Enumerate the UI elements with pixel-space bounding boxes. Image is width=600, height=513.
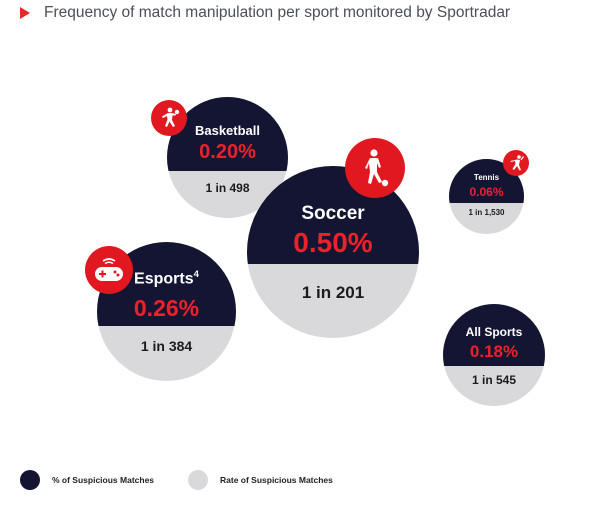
pct-value-soccer: 0.50% [293, 227, 373, 258]
pct-value-all-sports: 0.18% [469, 342, 519, 361]
tennis-player-icon [503, 150, 529, 176]
legend-label-rate: Rate of Suspicious Matches [220, 475, 333, 485]
sport-label-all-sports: All Sports [465, 325, 523, 339]
bubble-basketball-pct-area [167, 97, 288, 171]
rate-value-all-sports: 1 in 545 [471, 373, 517, 387]
legend-item-rate: Rate of Suspicious Matches [188, 470, 333, 490]
rate-value-soccer: 1 in 201 [301, 283, 365, 302]
legend-swatch-pct [20, 470, 40, 490]
rate-value-basketball: 1 in 498 [205, 181, 250, 195]
rate-value-esports: 1 in 384 [140, 338, 193, 354]
bubble-basketball: Basketball 0.20% 1 in 498 [167, 97, 288, 218]
legend-swatch-rate [188, 470, 208, 490]
basketball-player-icon [151, 100, 187, 136]
gamepad-icon [85, 246, 133, 294]
bubble-all-sports: All Sports 0.18% 1 in 545 [443, 304, 545, 406]
sport-label-esports: Esports4 [134, 269, 199, 288]
pct-value-esports: 0.26% [133, 295, 200, 321]
sport-label-basketball: Basketball [194, 123, 261, 138]
pct-value-basketball: 0.20% [199, 141, 256, 163]
legend-label-pct: % of Suspicious Matches [52, 475, 155, 485]
legend-item-pct: % of Suspicious Matches [20, 470, 154, 490]
rate-value-tennis: 1 in 1,530 [468, 208, 505, 217]
chart-header: Frequency of match manipulation per spor… [20, 4, 510, 22]
soccer-player-icon [345, 138, 405, 198]
play-marker-icon [20, 7, 30, 19]
chart-title: Frequency of match manipulation per spor… [44, 4, 511, 21]
sport-label-tennis: Tennis [473, 173, 500, 182]
bubble-tennis: Tennis 0.06% 1 in 1,530 [449, 159, 524, 234]
bubble-all-sports-pct-area [443, 304, 545, 366]
bubble-soccer: Soccer 0.50% 1 in 201 [247, 166, 419, 338]
pct-value-tennis: 0.06% [469, 185, 504, 199]
footnote-marker: 4 [193, 269, 199, 280]
sport-label-soccer: Soccer [301, 203, 365, 224]
